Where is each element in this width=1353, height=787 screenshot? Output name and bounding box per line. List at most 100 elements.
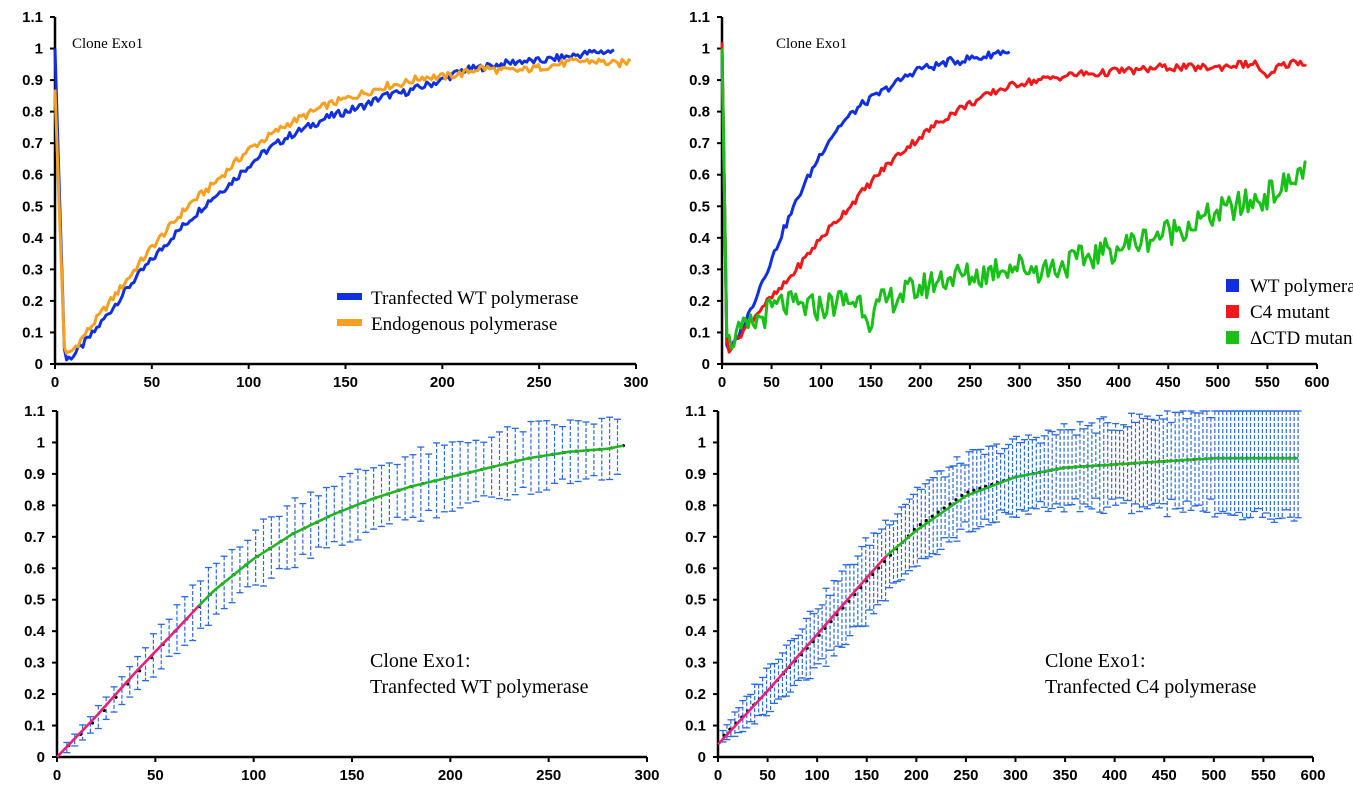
x-tick-label: 200	[430, 374, 455, 391]
mean-point	[966, 490, 970, 494]
y-tick-label: 0.2	[24, 686, 45, 703]
series-line	[717, 554, 888, 746]
chart-annotation: Clone Exo1:	[370, 650, 471, 672]
y-tick-label: 0.3	[24, 655, 45, 672]
y-tick-label: 0.8	[689, 104, 710, 121]
x-tick-label: 100	[805, 767, 830, 784]
legend-label: Endogenous polymerase	[371, 314, 557, 335]
y-tick-label: 0.4	[24, 623, 46, 640]
x-tick-label: 0	[51, 374, 59, 391]
y-tick-label: 0.7	[22, 135, 43, 152]
x-tick-label: 0	[714, 767, 722, 784]
y-tick-label: 0.7	[685, 529, 706, 546]
y-tick-label: 0.4	[685, 623, 707, 640]
x-tick-label: 100	[809, 374, 834, 391]
y-tick-label: 0.1	[24, 718, 45, 735]
legend-label: C4 mutant	[1250, 302, 1330, 323]
mean-point	[960, 493, 964, 498]
series-line	[720, 48, 1307, 350]
y-tick-label: 0.4	[689, 230, 711, 247]
series-line	[197, 444, 624, 607]
x-tick-label: 450	[1152, 767, 1177, 784]
series-line	[720, 48, 1011, 352]
series-line	[885, 456, 1299, 557]
x-tick-label: 600	[1300, 767, 1325, 784]
legend-swatch	[337, 293, 362, 300]
legend-swatch	[1226, 331, 1239, 344]
y-tick-label: 0.7	[689, 135, 710, 152]
x-tick-label: 400	[1106, 374, 1131, 391]
x-tick-label: 150	[858, 374, 883, 391]
series-line	[53, 57, 632, 355]
y-tick-label: 0	[37, 749, 45, 766]
x-tick-label: 50	[763, 374, 780, 391]
x-tick-label: 50	[759, 767, 776, 784]
x-tick-label: 200	[908, 374, 933, 391]
y-tick-label: 1	[702, 41, 710, 58]
mean-point	[918, 523, 922, 527]
y-tick-label: 0	[35, 356, 43, 373]
y-tick-label: 0.9	[22, 72, 43, 89]
y-tick-label: 1.1	[689, 9, 710, 26]
x-tick-label: 150	[333, 374, 358, 391]
x-tick-label: 600	[1304, 374, 1329, 391]
chart-panel-top-left: 0 0.1 0.2 0.3 0.4 0.5 0.6 0.7 0.8 0.9 1 1.1 0 50 100 15…	[22, 9, 648, 391]
chart-annotation: Clone Exo1	[72, 36, 143, 52]
x-tick-label: 300	[623, 374, 648, 391]
y-tick-label: 0.8	[24, 497, 45, 514]
chart-annotation: Tranfected WT polymerase	[370, 676, 589, 698]
mean-point	[954, 498, 958, 502]
x-tick-label: 100	[241, 767, 266, 784]
x-tick-label: 300	[1003, 767, 1028, 784]
x-tick-label: 250	[536, 767, 561, 784]
series-line	[53, 48, 615, 362]
x-tick-label: 0	[53, 767, 61, 784]
y-tick-label: 0.2	[22, 293, 43, 310]
y-tick-label: 0.2	[685, 686, 706, 703]
y-tick-label: 0	[698, 749, 706, 766]
x-tick-label: 150	[854, 767, 879, 784]
y-tick-label: 0.5	[22, 198, 43, 215]
mean-point	[936, 510, 940, 514]
y-tick-label: 1	[698, 434, 706, 451]
y-tick-label: 0.9	[685, 466, 706, 483]
y-tick-label: 0.3	[685, 655, 706, 672]
mean-markers	[67, 444, 626, 748]
error-bars	[63, 416, 621, 754]
x-tick-label: 200	[904, 767, 929, 784]
mean-point	[924, 518, 928, 523]
y-tick-label: 0.5	[24, 592, 45, 609]
mean-point	[930, 514, 934, 518]
y-tick-label: 0.3	[22, 261, 43, 278]
x-tick-label: 350	[1057, 374, 1082, 391]
y-tick-label: 0.6	[24, 560, 45, 577]
legend-label: Tranfected WT polymerase	[371, 288, 579, 309]
y-tick-label: 0.1	[22, 324, 43, 341]
y-tick-label: 1.1	[22, 9, 43, 26]
x-tick-label: 250	[953, 767, 978, 784]
legend: WT polymerase C4 mutant ΔCTD mutant	[1226, 276, 1353, 349]
mean-point	[942, 506, 946, 510]
x-tick-label: 550	[1251, 767, 1276, 784]
series-line	[720, 42, 1307, 354]
y-tick-label: 0.6	[685, 560, 706, 577]
x-tick-label: 450	[1156, 374, 1181, 391]
x-tick-label: 500	[1201, 767, 1226, 784]
x-tick-label: 150	[339, 767, 364, 784]
chart-annotation: Clone Exo1	[776, 36, 847, 52]
y-tick-label: 0.6	[689, 167, 710, 184]
y-tick-label: 0.1	[685, 718, 706, 735]
chart-panel-bottom-right: 0 0.1 0.2 0.3 0.4 0.5 0.6 0.7 0.8 0.9 1 1.1 0 50 100 15…	[685, 403, 1325, 784]
x-tick-label: 350	[1053, 767, 1078, 784]
chart-panel-top-right: 0 0.1 0.2 0.3 0.4 0.5 0.6 0.7 0.8 0.9 1 1.1 0 50 100 15…	[689, 9, 1353, 391]
x-tick-label: 500	[1205, 374, 1230, 391]
chart-panel-bottom-left: 0 0.1 0.2 0.3 0.4 0.5 0.6 0.7 0.8 0.9 1 1.1 0 50 100 15…	[24, 403, 659, 784]
x-tick-label: 50	[143, 374, 160, 391]
y-tick-label: 0.9	[689, 72, 710, 89]
y-tick-label: 0.6	[22, 167, 43, 184]
y-tick-label: 0.4	[22, 230, 44, 247]
x-tick-label: 550	[1255, 374, 1280, 391]
x-tick-label: 250	[957, 374, 982, 391]
y-tick-label: 0.8	[22, 104, 43, 121]
